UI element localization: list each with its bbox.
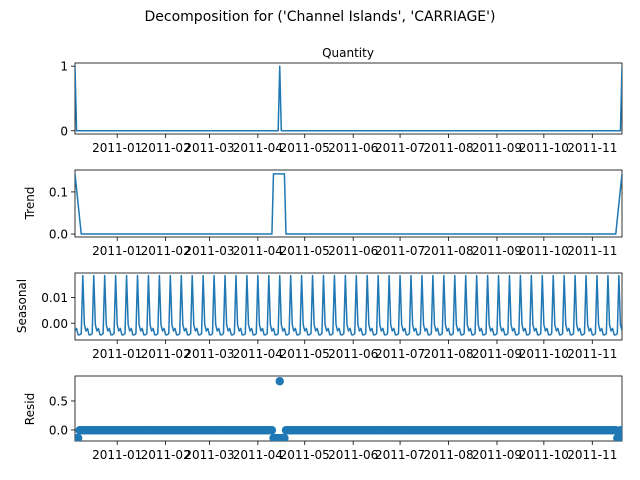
resid-y-axis-label: Resid bbox=[23, 393, 37, 425]
y-tick-label: 0.00 bbox=[41, 317, 68, 331]
x-tick-label: 2011-05 bbox=[280, 347, 330, 361]
resid-panel: Resid 0.00.5 2011-012011-022011-032011-0… bbox=[23, 375, 623, 462]
x-tick-label: 2011-11 bbox=[567, 347, 617, 361]
quantity-panel-frame bbox=[74, 62, 623, 135]
trend-y-axis-label: Trend bbox=[23, 187, 37, 221]
x-tick-label: 2011-05 bbox=[280, 244, 330, 258]
x-tick-label: 2011-07 bbox=[375, 347, 425, 361]
seasonal-panel: Seasonal 0.000.01 2011-012011-022011-032… bbox=[15, 272, 623, 361]
x-tick-label: 2011-10 bbox=[519, 244, 569, 258]
x-tick-label: 2011-04 bbox=[233, 448, 283, 462]
seasonal-x-axis: 2011-012011-022011-032011-042011-052011-… bbox=[92, 340, 617, 361]
x-tick-label: 2011-02 bbox=[141, 141, 191, 155]
x-tick-label: 2011-10 bbox=[519, 448, 569, 462]
x-tick-label: 2011-09 bbox=[472, 448, 522, 462]
x-tick-label: 2011-05 bbox=[280, 448, 330, 462]
x-tick-label: 2011-11 bbox=[567, 141, 617, 155]
x-tick-label: 2011-09 bbox=[472, 244, 522, 258]
seasonal-y-axis: 0.00 0.01 bbox=[41, 291, 75, 331]
y-tick-label: 0.5 bbox=[49, 394, 68, 408]
series-line bbox=[75, 274, 622, 336]
x-tick-label: 2011-04 bbox=[233, 347, 283, 361]
resid-point bbox=[275, 377, 284, 386]
seasonal-y-axis-label: Seasonal bbox=[15, 279, 29, 333]
x-tick-label: 2011-06 bbox=[328, 244, 378, 258]
x-tick-label: 2011-04 bbox=[233, 141, 283, 155]
quantity-panel: Quantity 01 2011-012011-022011-032011-04… bbox=[60, 46, 623, 155]
x-tick-label: 2011-10 bbox=[519, 141, 569, 155]
x-tick-label: 2011-05 bbox=[280, 141, 330, 155]
x-tick-label: 2011-02 bbox=[141, 448, 191, 462]
x-tick-label: 2011-10 bbox=[519, 347, 569, 361]
y-tick-label: 0.01 bbox=[41, 291, 68, 305]
quantity-y-axis: 01 bbox=[60, 60, 75, 138]
y-tick-label: 0.0 bbox=[49, 423, 68, 437]
y-tick-label: 1 bbox=[60, 60, 68, 74]
y-tick-label: 0.1 bbox=[49, 185, 68, 199]
x-tick-label: 2011-03 bbox=[184, 448, 234, 462]
x-tick-label: 2011-04 bbox=[233, 244, 283, 258]
seasonal-panel-frame bbox=[74, 272, 623, 341]
x-tick-label: 2011-03 bbox=[184, 141, 234, 155]
resid-point bbox=[280, 433, 289, 441]
x-tick-label: 2011-01 bbox=[92, 448, 142, 462]
x-tick-label: 2011-07 bbox=[375, 141, 425, 155]
quantity-series bbox=[75, 65, 622, 132]
resid-point bbox=[75, 433, 83, 441]
figure-title: Decomposition for ('Channel Islands', 'C… bbox=[145, 9, 496, 25]
series-line bbox=[75, 173, 622, 235]
x-tick-label: 2011-02 bbox=[141, 244, 191, 258]
resid-point bbox=[617, 426, 622, 435]
x-tick-label: 2011-09 bbox=[472, 141, 522, 155]
trend-panel: Trend 0.00.1 2011-012011-022011-032011-0… bbox=[23, 169, 623, 258]
x-tick-label: 2011-07 bbox=[375, 448, 425, 462]
x-tick-label: 2011-01 bbox=[92, 347, 142, 361]
quantity-panel-title: Quantity bbox=[322, 46, 374, 60]
trend-y-axis: 0.0 0.1 bbox=[49, 185, 75, 242]
x-tick-label: 2011-09 bbox=[472, 347, 522, 361]
trend-x-axis: 2011-012011-022011-032011-042011-052011-… bbox=[92, 237, 617, 258]
x-tick-label: 2011-08 bbox=[423, 244, 473, 258]
x-tick-label: 2011-08 bbox=[423, 448, 473, 462]
resid-point bbox=[267, 426, 277, 435]
x-tick-label: 2011-06 bbox=[328, 141, 378, 155]
x-tick-label: 2011-08 bbox=[423, 347, 473, 361]
x-tick-label: 2011-02 bbox=[141, 347, 191, 361]
resid-point bbox=[614, 433, 622, 441]
x-tick-label: 2011-06 bbox=[328, 448, 378, 462]
quantity-x-axis: 2011-012011-022011-032011-042011-052011-… bbox=[92, 134, 617, 155]
resid-y-axis: 0.0 0.5 bbox=[49, 394, 75, 437]
x-tick-label: 2011-07 bbox=[375, 244, 425, 258]
x-tick-label: 2011-03 bbox=[184, 347, 234, 361]
x-tick-label: 2011-03 bbox=[184, 244, 234, 258]
series-line bbox=[75, 65, 622, 132]
y-tick-label: 0 bbox=[60, 124, 68, 138]
x-tick-label: 2011-01 bbox=[92, 141, 142, 155]
resid-x-axis: 2011-012011-022011-032011-042011-052011-… bbox=[92, 441, 617, 462]
resid-panel-frame bbox=[74, 375, 623, 442]
resid-series bbox=[75, 377, 622, 441]
x-tick-label: 2011-06 bbox=[328, 347, 378, 361]
x-tick-label: 2011-11 bbox=[567, 244, 617, 258]
trend-panel-frame bbox=[74, 169, 623, 238]
y-tick-label: 0.0 bbox=[49, 228, 68, 242]
trend-series bbox=[75, 173, 622, 235]
x-tick-label: 2011-08 bbox=[423, 141, 473, 155]
x-tick-label: 2011-01 bbox=[92, 244, 142, 258]
seasonal-series bbox=[75, 274, 622, 336]
x-tick-label: 2011-11 bbox=[567, 448, 617, 462]
